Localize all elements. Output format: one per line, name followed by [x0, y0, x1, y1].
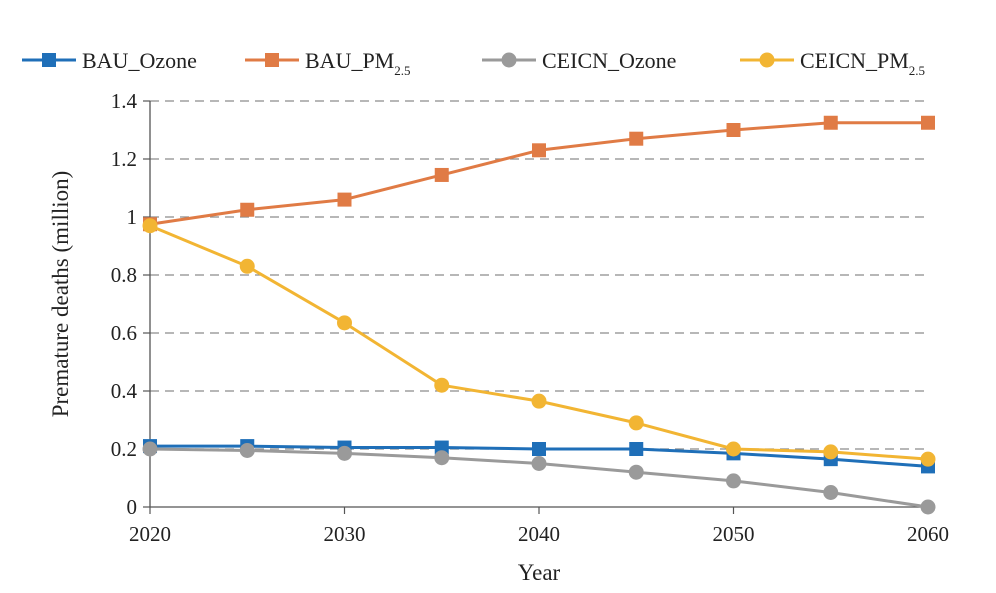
y-tick-label: 0.8: [111, 263, 137, 287]
point-ceicn-ozone: [531, 456, 547, 471]
x-tick-label: 2050: [713, 522, 755, 546]
point-ceicn-ozone: [142, 441, 158, 457]
point-bau-pm2-5: [629, 131, 644, 146]
point-ceicn-ozone: [823, 485, 839, 500]
point-bau-pm2-5: [240, 202, 255, 217]
legend: BAU_Ozone BAU_PM2.5 CEICN_Ozone CEICN_PM2.5: [22, 48, 925, 78]
series-line-bau-pm2-5: [149, 121, 928, 226]
point-ceicn-ozone: [337, 445, 352, 461]
x-tick-label: 2030: [324, 522, 366, 546]
point-ceicn-ozone: [239, 442, 255, 458]
y-axis-title: Premature deaths (million): [48, 171, 73, 418]
y-tick-label: 1.2: [111, 147, 137, 171]
point-ceicn-pm2-5: [726, 441, 741, 457]
point-ceicn-pm2-5: [337, 315, 352, 331]
point-bau-pm2-5: [921, 115, 935, 130]
y-tick-label: 0: [127, 495, 138, 519]
legend-marker-ceicn-pm2-5: [759, 52, 775, 68]
x-tick-label: 2040: [518, 522, 560, 546]
point-ceicn-pm2-5: [142, 218, 158, 234]
y-tick-label: 1.4: [111, 89, 138, 113]
axes: 0 0.2 0.4 0.6 0.8 1 1.2 1.4 2020 2030 2040 2050 2060: [111, 89, 949, 546]
series-group: [142, 115, 936, 515]
point-ceicn-ozone: [434, 450, 450, 466]
y-tick-label: 0.2: [111, 437, 137, 461]
point-ceicn-ozone: [920, 499, 936, 515]
point-bau-pm2-5: [337, 192, 352, 207]
y-tick-label: 0.6: [111, 321, 137, 345]
point-ceicn-pm2-5: [531, 393, 547, 409]
point-bau-pm2-5: [434, 167, 449, 182]
legend-marker-bau-pm2-5: [265, 53, 279, 67]
point-bau-ozone: [434, 440, 449, 455]
point-ceicn-pm2-5: [628, 415, 644, 431]
point-ceicn-pm2-5: [434, 377, 450, 393]
point-bau-pm2-5: [823, 115, 838, 130]
point-ceicn-ozone: [628, 464, 644, 480]
x-axis-title: Year: [518, 560, 561, 585]
legend-marker-ceicn-ozone: [501, 52, 517, 68]
legend-label-bau-ozone: BAU_Ozone: [82, 48, 197, 73]
point-ceicn-pm2-5: [239, 258, 255, 274]
x-tick-label: 2020: [129, 522, 171, 546]
legend-label-bau-pm2-5: BAU_PM2.5: [305, 48, 411, 78]
legend-label-ceicn-pm2-5: CEICN_PM2.5: [800, 48, 925, 78]
point-bau-pm2-5: [726, 123, 741, 137]
point-bau-pm2-5: [532, 143, 546, 158]
legend-label-ceicn-ozone: CEICN_Ozone: [542, 48, 676, 73]
y-tick-label: 0.4: [111, 379, 138, 403]
grid: [150, 100, 928, 450]
point-bau-ozone: [629, 442, 644, 456]
x-tick-label: 2060: [907, 522, 949, 546]
legend-marker-bau-ozone: [42, 53, 56, 67]
y-tick-label: 1: [127, 205, 138, 229]
point-ceicn-pm2-5: [920, 451, 936, 467]
point-ceicn-ozone: [726, 473, 741, 489]
series-line-ceicn-pm2-5: [149, 224, 929, 461]
point-bau-ozone: [532, 442, 546, 456]
point-ceicn-pm2-5: [823, 444, 839, 460]
